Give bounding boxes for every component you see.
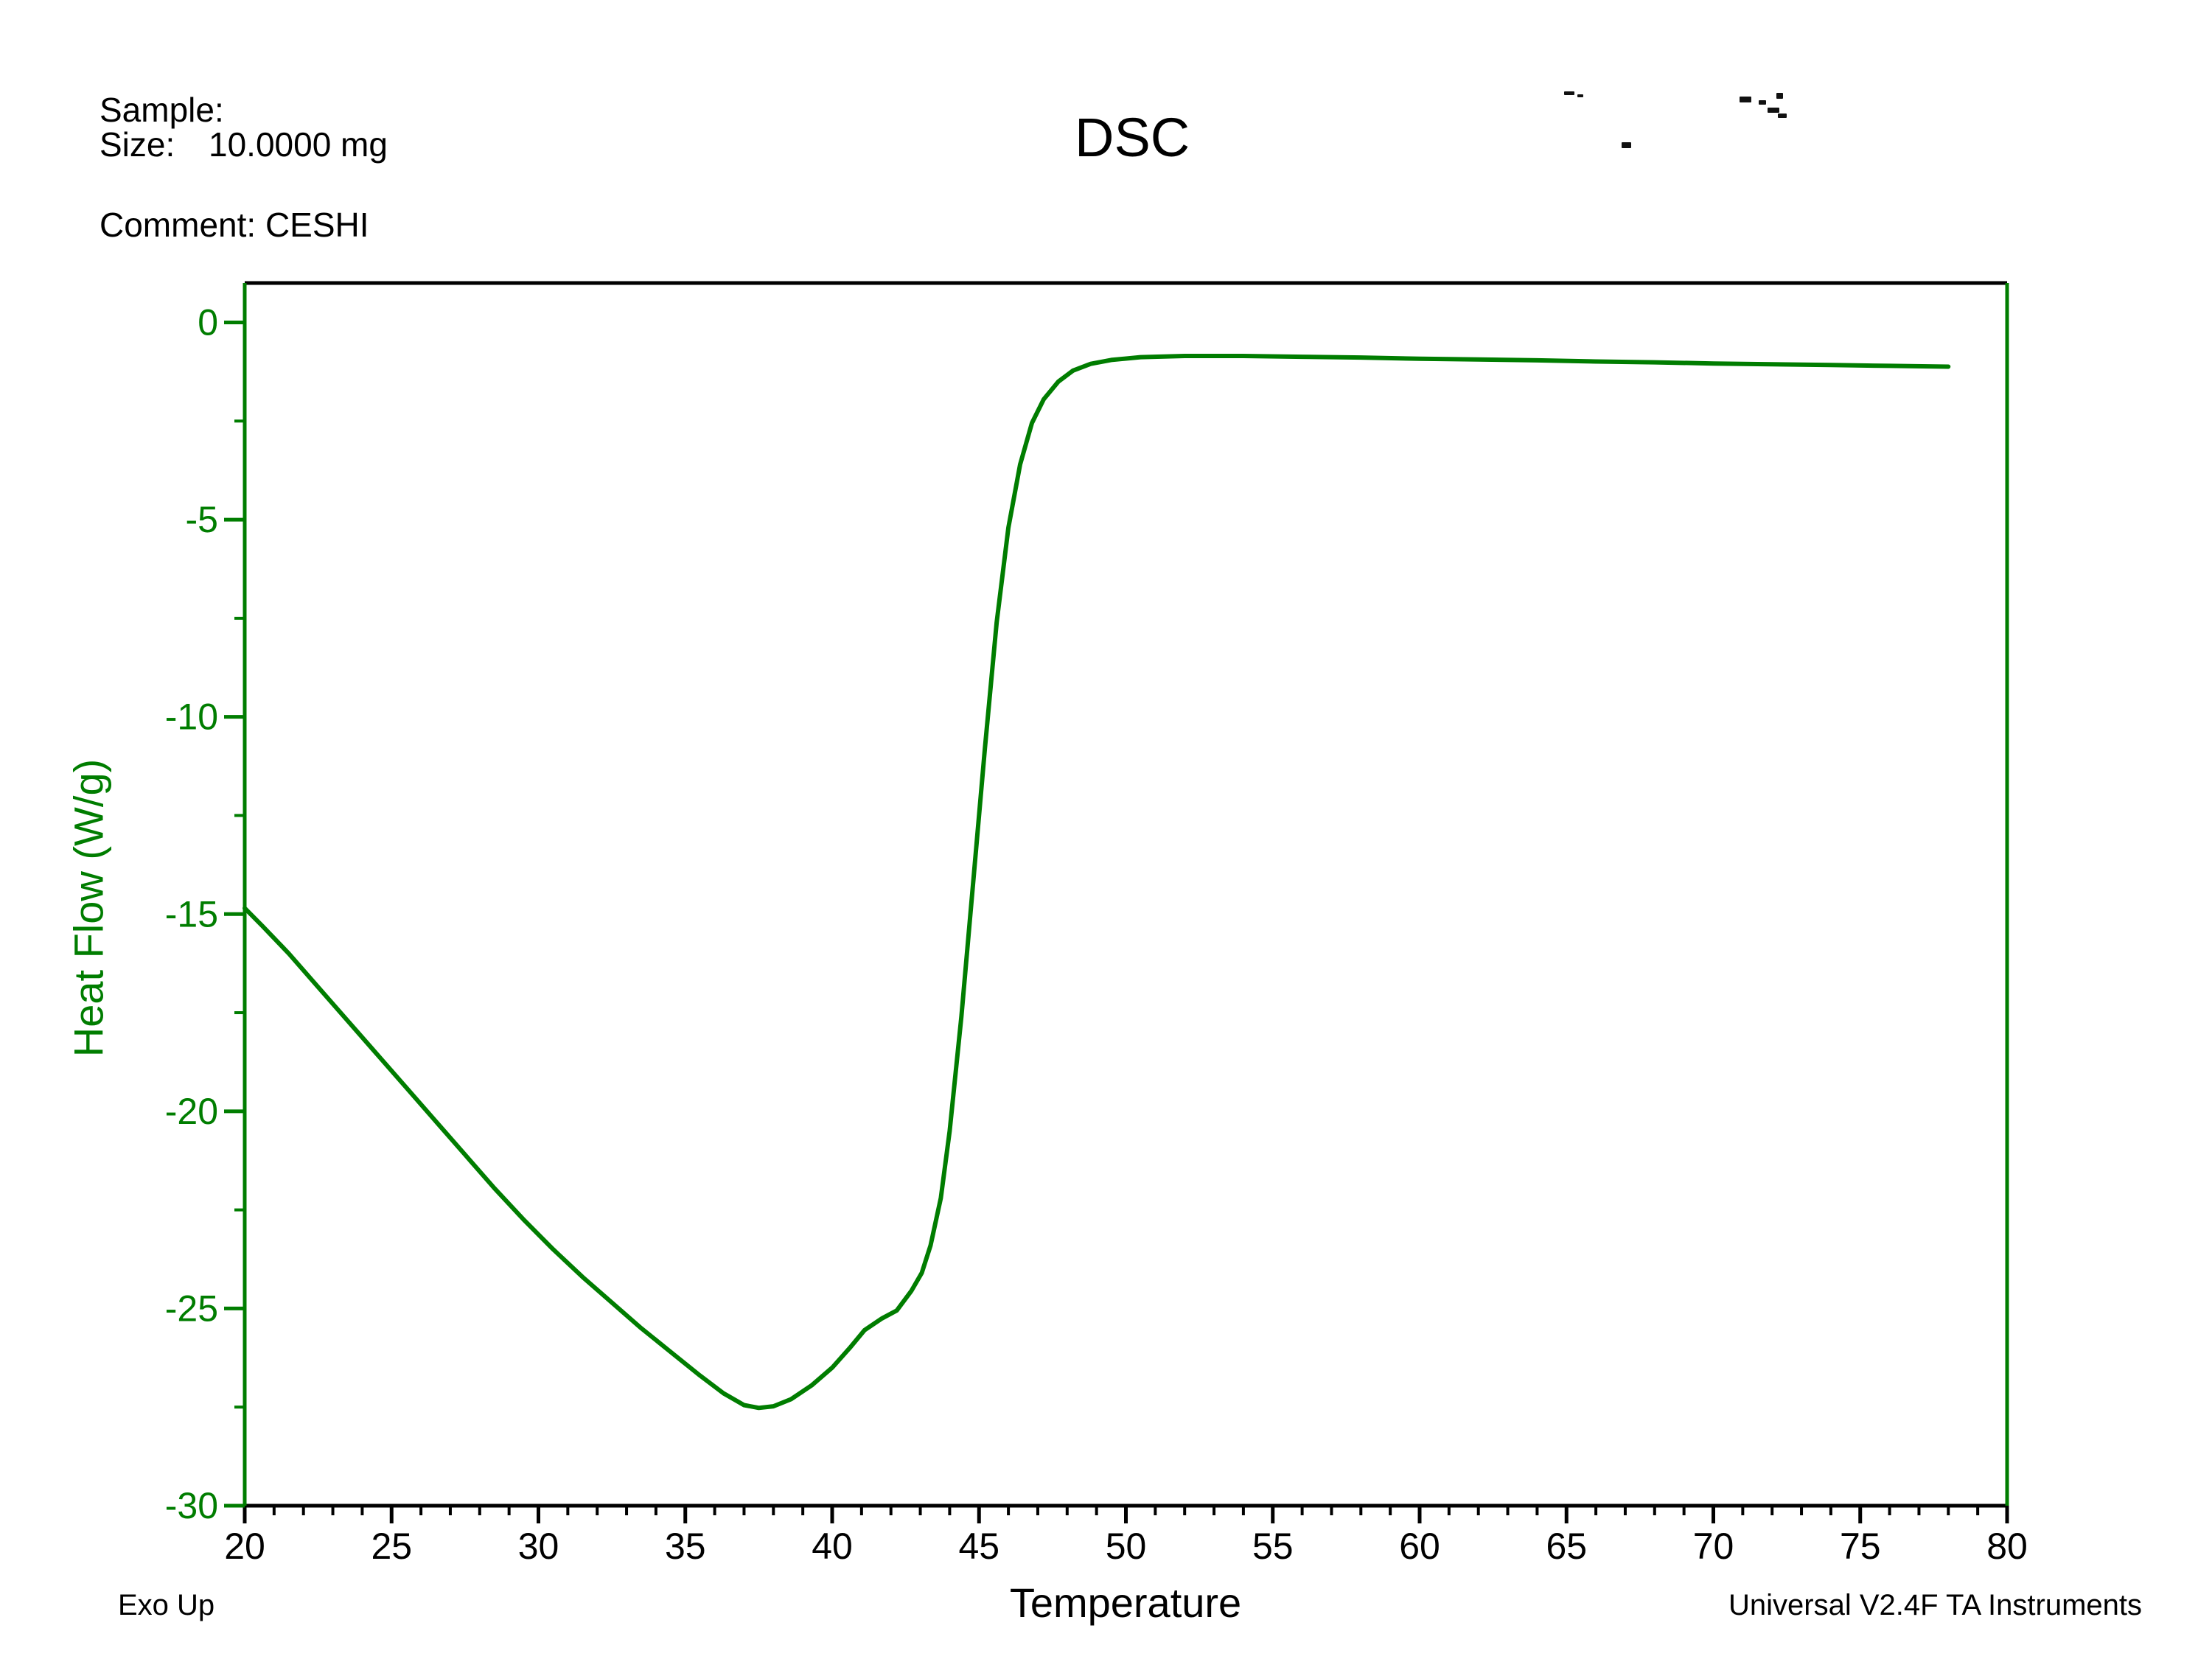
x-tick-label: 75 xyxy=(1840,1526,1881,1567)
noise-speck xyxy=(1740,97,1751,102)
dsc-curve xyxy=(243,354,1951,1411)
x-axis-title: Temperature xyxy=(1009,1579,1242,1626)
noise-speck xyxy=(1776,93,1783,99)
noise-speck xyxy=(1759,100,1766,105)
page-title: DSC xyxy=(1075,107,1190,168)
comment-line: Comment: CESHI xyxy=(100,208,369,242)
size-value: 10.0000 mg xyxy=(209,125,388,164)
y-tick-label: -10 xyxy=(165,696,218,738)
y-tick-label: -25 xyxy=(165,1288,218,1329)
x-tick-label: 65 xyxy=(1546,1526,1587,1567)
x-tick-label: 20 xyxy=(224,1526,265,1567)
x-tick-label: 45 xyxy=(958,1526,999,1567)
x-tick-label: 30 xyxy=(518,1526,559,1567)
x-tick-label: 60 xyxy=(1399,1526,1440,1567)
credit-label: Universal V2.4F TA Instruments xyxy=(1728,1589,2142,1621)
noise-speck xyxy=(1778,113,1787,118)
x-tick-label: 50 xyxy=(1106,1526,1147,1567)
sample-label-text: Sample: xyxy=(100,91,224,129)
x-tick-label: 55 xyxy=(1252,1526,1294,1567)
noise-speck xyxy=(1564,91,1574,95)
y-tick-label: -15 xyxy=(165,893,218,935)
comment-label: Comment: xyxy=(100,206,257,244)
x-tick-label: 25 xyxy=(371,1526,412,1567)
size-label: Size: xyxy=(100,125,175,164)
sample-label: Sample: xyxy=(100,93,224,127)
y-axis-title: Heat Flow (W/g) xyxy=(65,758,112,1058)
size-line: Size: 10.0000 mg xyxy=(100,128,388,161)
noise-speck xyxy=(1577,94,1583,97)
x-tick-label: 70 xyxy=(1693,1526,1734,1567)
x-tick-label: 35 xyxy=(665,1526,706,1567)
y-tick-label: -20 xyxy=(165,1091,218,1132)
exo-up-label: Exo Up xyxy=(118,1589,215,1621)
x-tick-label: 80 xyxy=(1986,1526,2028,1567)
y-tick-label: 0 xyxy=(198,302,218,343)
y-tick-label: -30 xyxy=(165,1485,218,1526)
noise-speck xyxy=(1622,142,1631,148)
x-tick-label: 40 xyxy=(812,1526,853,1567)
comment-value: CESHI xyxy=(265,206,369,244)
noise-speck xyxy=(1768,108,1779,113)
y-tick-label: -5 xyxy=(186,499,218,540)
